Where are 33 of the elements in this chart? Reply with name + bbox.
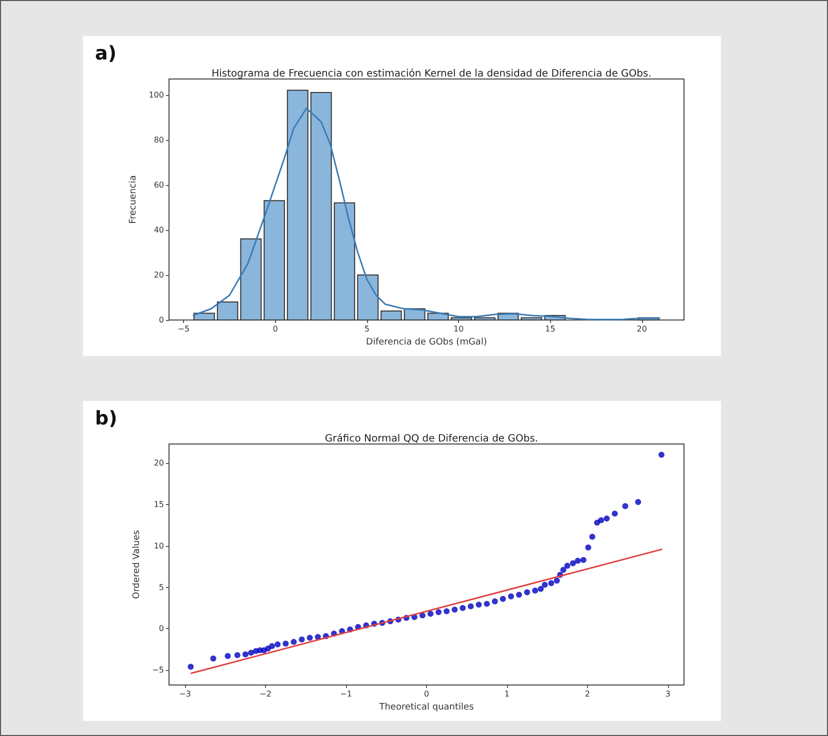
y-tick-label: 40 xyxy=(154,225,164,234)
y-tick-label: 60 xyxy=(154,180,164,190)
y-tick-label: 5 xyxy=(158,582,164,592)
x-tick-label: 2 xyxy=(584,690,590,698)
x-tick-label: 1 xyxy=(504,690,510,698)
x-tick-label: 0 xyxy=(272,324,278,334)
y-tick-label: 80 xyxy=(154,135,164,144)
y-axis-title: Frecuencia xyxy=(128,175,138,224)
text: b) xyxy=(95,408,118,430)
text: a) xyxy=(95,42,117,64)
y-tick-label: 15 xyxy=(154,500,164,509)
x-tick-label: −3 xyxy=(179,690,191,698)
x-axis-title: Diferencia de GObs (mGal) xyxy=(366,337,487,348)
chart-title: Histograma de Frecuencia con estimación Kernel de la densidad de Diferencia de GObs. xyxy=(212,68,652,80)
y-tick-label: 0 xyxy=(158,316,164,324)
y-tick-label: 20 xyxy=(154,458,164,468)
x-tick-label: 3 xyxy=(665,690,670,698)
x-axis-title: Theoretical quantiles xyxy=(378,702,474,712)
y-axis-title: Ordered Values xyxy=(132,530,142,599)
x-tick-label: 10 xyxy=(453,324,464,334)
y-tick-label: 10 xyxy=(154,541,164,550)
x-tick-label: 15 xyxy=(545,324,556,334)
x-tick-label: 0 xyxy=(424,690,430,698)
x-tick-label: 20 xyxy=(636,324,647,334)
x-tick-label: 5 xyxy=(364,324,370,334)
y-tick-label: −5 xyxy=(152,666,164,675)
chart-title: Gráfico Normal QQ de Diferencia de GObs. xyxy=(324,434,538,444)
y-tick-label: 0 xyxy=(158,624,164,634)
x-tick-label: −2 xyxy=(260,690,272,698)
y-tick-label: 100 xyxy=(148,90,164,100)
x-tick-label: −1 xyxy=(340,690,352,698)
y-tick-label: 20 xyxy=(154,270,164,280)
x-tick-label: −5 xyxy=(178,324,190,334)
